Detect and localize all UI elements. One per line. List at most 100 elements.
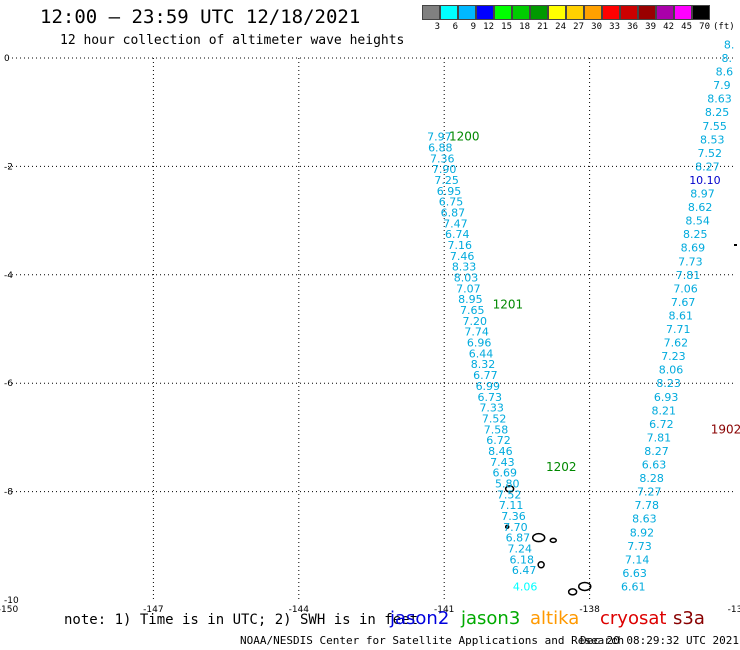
pass-time-label: 1200 <box>449 130 480 144</box>
wave-height-value: 6.75 <box>439 196 464 209</box>
wave-height-value: 5.80 <box>495 477 520 490</box>
island-outline <box>578 581 592 592</box>
wave-height-value: 7.06 <box>673 282 698 295</box>
wave-height-value: 8.23 <box>656 377 681 390</box>
latitude-tick-label: -10 <box>4 596 19 606</box>
wave-height-value: 6.47 <box>512 564 537 577</box>
longitude-tick-label: -13 <box>728 605 740 615</box>
legend-entry: s3a <box>673 608 705 629</box>
latitude-tick-label: 0 <box>4 54 10 64</box>
legend-entry: cryosat <box>600 608 667 629</box>
wave-height-value: 6.87 <box>441 206 466 219</box>
color-swatch-label: 33 <box>609 22 620 32</box>
color-swatch <box>548 5 566 20</box>
wave-height-value: 6.72 <box>486 434 511 447</box>
color-swatch <box>512 5 530 20</box>
wave-height-value: 7.9 <box>713 79 731 92</box>
color-swatch <box>584 5 602 20</box>
pass-time-label: 1201 <box>493 298 524 312</box>
latitude-tick-label: -4 <box>4 271 13 281</box>
wave-height-value: 10.10 <box>689 174 721 187</box>
color-scale-labels: 3 6 9 12 15 18 21 24 27 30 33 36 39 42 45 70 (ft) <box>422 22 735 32</box>
color-swatch-label: 24 <box>555 22 566 32</box>
color-swatch-label: 36 <box>627 22 638 32</box>
wave-height-value: 7.67 <box>671 296 696 309</box>
wave-height-value: 8.32 <box>471 358 496 371</box>
wave-height-value: 8.33 <box>452 261 477 274</box>
color-scale-bar <box>422 5 710 20</box>
wave-height-value: 6.72 <box>649 418 674 431</box>
wave-height-value: 7.33 <box>479 402 504 415</box>
wave-height-value: 7.73 <box>627 540 652 553</box>
color-swatch <box>476 5 494 20</box>
wave-height-value: 7.07 <box>456 282 481 295</box>
wave-height-value: 8.25 <box>683 228 708 241</box>
wave-height-value: 6.18 <box>509 553 534 566</box>
island-outline <box>504 485 515 493</box>
wave-height-value: 7.43 <box>490 456 515 469</box>
color-swatch <box>458 5 476 20</box>
wave-height-value: 6.73 <box>478 391 503 404</box>
wave-height-value: 8.03 <box>454 272 479 285</box>
wave-height-value: 8.95 <box>458 293 483 306</box>
wave-height-value: 7.36 <box>501 510 526 523</box>
color-swatch <box>674 5 692 20</box>
longitude-tick-label: -141 <box>434 605 454 615</box>
wave-height-value: 7.14 <box>625 553 650 566</box>
color-swatch-label: 15 <box>501 22 512 32</box>
color-swatch <box>692 5 710 20</box>
color-swatch <box>638 5 656 20</box>
island-outline <box>504 524 510 530</box>
color-swatch-label: 3 <box>434 22 440 32</box>
legend-entry: altika <box>530 608 580 629</box>
wave-height-value: 6.88 <box>428 141 453 154</box>
pass-time-label: 1202 <box>546 460 577 474</box>
wave-height-value: 7.65 <box>460 304 485 317</box>
legend-entry: jason3 <box>461 608 521 629</box>
wave-height-value: 7.70 <box>503 521 528 534</box>
color-swatch-label: 42 <box>663 22 674 32</box>
wave-height-value: 8.54 <box>685 215 710 228</box>
wave-height-value: 7.20 <box>462 315 487 328</box>
color-scale-unit: (ft) <box>713 22 735 32</box>
wave-height-value: 8.63 <box>632 513 657 526</box>
wave-height-value: 7.58 <box>484 423 509 436</box>
note-text: note: 1) Time is in UTC; 2) SWH is in fe… <box>64 612 419 628</box>
color-swatch <box>530 5 548 20</box>
color-swatch-label: 18 <box>519 22 530 32</box>
wave-height-value: 7.62 <box>664 337 689 350</box>
wave-height-value: 8.61 <box>668 309 693 322</box>
wave-height-value: 7.78 <box>635 499 660 512</box>
color-swatch-label: 45 <box>681 22 692 32</box>
legend-entry: jason2 <box>390 608 450 629</box>
island-outline <box>549 537 557 544</box>
wave-height-value: 7.46 <box>450 250 475 263</box>
wave-height-value: 6.93 <box>654 391 679 404</box>
longitude-tick-label: -147 <box>143 605 163 615</box>
color-swatch <box>422 5 440 20</box>
color-swatch <box>620 5 638 20</box>
wave-height-value: 8.25 <box>705 106 730 119</box>
color-swatch-label: 9 <box>470 22 476 32</box>
wave-height-value: 7.47 <box>443 217 468 230</box>
wave-height-value: 7.52 <box>482 412 507 425</box>
wave-height-value: 6.69 <box>493 467 518 480</box>
map-subtitle: 12 hour collection of altimeter wave hei… <box>60 33 405 48</box>
wave-height-value: 8.6 <box>716 66 734 79</box>
wave-height-value: 6.99 <box>476 380 501 393</box>
wave-height-value: 8. <box>724 38 735 51</box>
color-swatch <box>656 5 674 20</box>
wave-height-value: 6.87 <box>506 532 531 545</box>
wave-height-value: 7.81 <box>647 431 672 444</box>
wave-height-value: 8.21 <box>652 404 677 417</box>
color-swatch <box>566 5 584 20</box>
wave-height-value: 6.63 <box>642 459 667 472</box>
wave-height-value: 7.73 <box>678 255 703 268</box>
wave-height-value: 8.53 <box>700 133 725 146</box>
wave-height-value: 7.97 <box>427 131 452 144</box>
color-swatch-label: 27 <box>573 22 584 32</box>
wave-height-value: 7.36 <box>430 152 455 165</box>
credit-text: NOAA/NESDIS Center for Satellite Applica… <box>240 634 625 647</box>
wave-height-value: 6.44 <box>469 347 494 360</box>
